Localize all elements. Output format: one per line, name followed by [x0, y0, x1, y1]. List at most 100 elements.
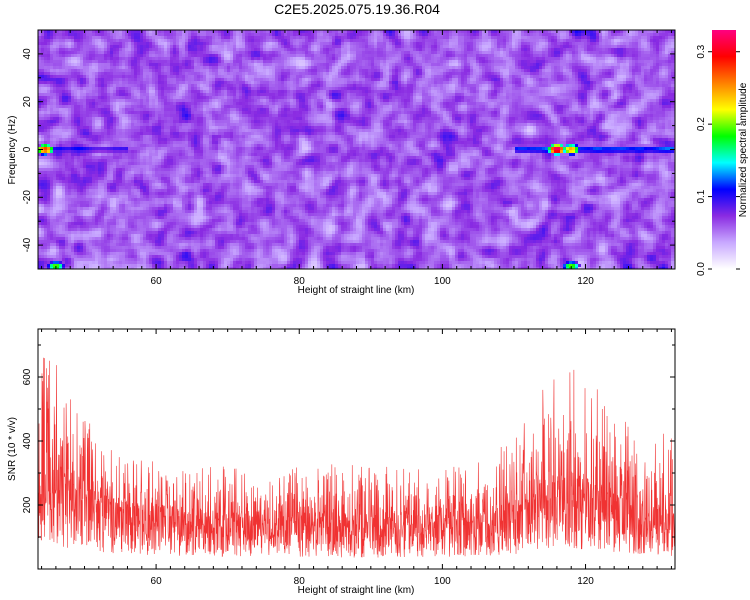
heatmap-cell [98, 90, 102, 94]
heatmap-cell [269, 42, 273, 46]
heatmap-cell [224, 99, 228, 103]
heatmap-cell [647, 39, 651, 43]
heatmap-cell [164, 48, 168, 52]
heatmap-cell [581, 72, 585, 76]
heatmap-cell [251, 87, 255, 91]
heatmap-cell [107, 63, 111, 67]
heatmap-cell [179, 33, 183, 37]
heatmap-cell [596, 42, 600, 46]
heatmap-cell [98, 63, 102, 67]
heatmap-cell [401, 48, 405, 52]
heatmap-cell [185, 30, 189, 34]
heatmap-cell [518, 48, 522, 52]
heatmap-cell [494, 66, 498, 70]
heatmap-cell [44, 63, 48, 67]
heatmap-cell [467, 54, 471, 58]
heatmap-cell [533, 48, 537, 52]
heatmap-cell [389, 90, 393, 94]
heatmap-cell [566, 30, 570, 34]
heatmap-cell [476, 39, 480, 43]
heatmap-cell [569, 72, 573, 76]
heatmap-cell [473, 69, 477, 73]
heatmap-cell [152, 84, 156, 88]
heatmap-cell [236, 66, 240, 70]
heatmap-cell [458, 51, 462, 55]
heatmap-cell [203, 39, 207, 43]
heatmap-cell [368, 69, 372, 73]
heatmap-cell [410, 84, 414, 88]
heatmap-cell [173, 69, 177, 73]
heatmap-cell [338, 39, 342, 43]
heatmap-cell [296, 30, 300, 34]
heatmap-cell [224, 66, 228, 70]
heatmap-cell [185, 87, 189, 91]
heatmap-cell [653, 66, 657, 70]
heatmap-cell [224, 96, 228, 100]
heatmap-cell [566, 42, 570, 46]
heatmap-cell [455, 45, 459, 49]
heatmap-cell [620, 84, 624, 88]
heatmap-cell [275, 84, 279, 88]
heatmap-cell [656, 66, 660, 70]
heatmap-cell [182, 78, 186, 82]
heatmap-cell [569, 87, 573, 91]
heatmap-cell [176, 81, 180, 85]
heatmap-cell [341, 69, 345, 73]
heatmap-cell [92, 45, 96, 49]
heatmap-cell [332, 75, 336, 79]
heatmap-cell [224, 48, 228, 52]
heatmap-cell [650, 51, 654, 55]
heatmap-cell [188, 84, 192, 88]
heatmap-cell [68, 75, 72, 79]
heatmap-cell [233, 96, 237, 100]
heatmap-cell [107, 75, 111, 79]
heatmap-cell [428, 69, 432, 73]
heatmap-cell [179, 57, 183, 61]
heatmap-cell [419, 42, 423, 46]
heatmap-cell [53, 87, 57, 91]
heatmap-cell [500, 87, 504, 91]
heatmap-cell [524, 72, 528, 76]
heatmap-cell [164, 51, 168, 55]
heatmap-cell [533, 93, 537, 97]
heatmap-cell [257, 66, 261, 70]
heatmap-cell [83, 87, 87, 91]
heatmap-cell [185, 84, 189, 88]
heatmap-cell [335, 45, 339, 49]
heatmap-cell [203, 75, 207, 79]
heatmap-cell [563, 81, 567, 85]
heatmap-cell [47, 99, 51, 103]
heatmap-cell [77, 30, 81, 34]
heatmap-cell [470, 51, 474, 55]
heatmap-cell [50, 63, 54, 67]
heatmap-cell [248, 75, 252, 79]
heatmap-cell [296, 57, 300, 61]
heatmap-cell [605, 42, 609, 46]
heatmap-cell [605, 84, 609, 88]
heatmap-cell [590, 81, 594, 85]
heatmap-cell [335, 42, 339, 46]
heatmap-cell [284, 78, 288, 82]
heatmap-cell [329, 48, 333, 52]
heatmap-cell [317, 48, 321, 52]
heatmap-cell [188, 63, 192, 67]
heatmap-cell [92, 60, 96, 64]
heatmap-cell [212, 90, 216, 94]
heatmap-cell [116, 69, 120, 73]
heatmap-cell [122, 84, 126, 88]
heatmap-cell [113, 96, 117, 100]
heatmap-cell [155, 63, 159, 67]
heatmap-cell [287, 48, 291, 52]
heatmap-cell [245, 75, 249, 79]
heatmap-cell [143, 69, 147, 73]
heatmap-cell [347, 63, 351, 67]
heatmap-cell [608, 30, 612, 34]
heatmap-cell [38, 72, 42, 76]
heatmap-cell [431, 93, 435, 97]
heatmap-cell [86, 81, 90, 85]
heatmap-cell [68, 60, 72, 64]
heatmap-cell [524, 96, 528, 100]
heatmap-cell [269, 57, 273, 61]
heatmap-cell [470, 81, 474, 85]
heatmap-cell [458, 96, 462, 100]
